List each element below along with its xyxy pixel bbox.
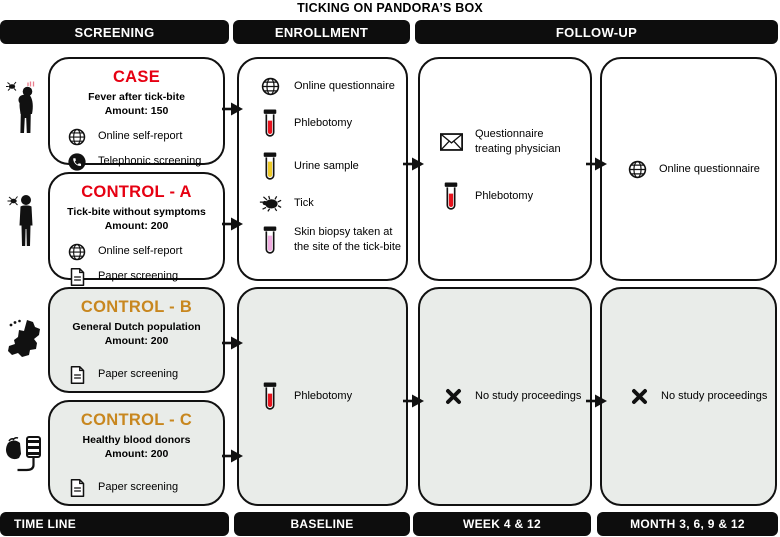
list-item: Online self-report [67, 128, 223, 146]
arrow-controlb-to-enrollment [222, 336, 243, 350]
netherlands-map-icon [8, 319, 40, 357]
blood-bag-icon [6, 436, 41, 472]
list-item: Phlebotomy [438, 182, 590, 211]
list-item: Online self-report [67, 243, 223, 261]
arrow-case-to-enrollment [222, 102, 243, 116]
person-fever-icon [6, 81, 35, 133]
header-screening: SCREENING [0, 20, 229, 44]
page-title: TICKING ON PANDORA’S BOX [297, 1, 483, 15]
globe-icon [67, 243, 87, 261]
list-item: No study proceedings [628, 388, 775, 405]
item-label: Paper screening [98, 368, 179, 381]
footer-baseline: BASELINE [234, 512, 410, 536]
tick-icon [257, 194, 283, 212]
item-label: No study proceedings [661, 390, 768, 403]
x-icon [628, 388, 650, 405]
footer-month: MONTH 3, 6, 9 & 12 [597, 512, 778, 536]
list-item: Paper screening [67, 267, 223, 286]
control-c-subtitle: Healthy blood donors [82, 434, 191, 446]
footer-week: WEEK 4 & 12 [413, 512, 591, 536]
control-c-amount: Amount: 200 [104, 447, 169, 460]
arrow-enrollment-to-week-controls [403, 394, 424, 408]
arrow-controla-to-enrollment [222, 217, 243, 231]
item-label: Online self-report [98, 245, 183, 258]
item-label: Skin biopsy taken at the site of the tic… [294, 226, 401, 254]
item-label: Telephonic screening [98, 155, 202, 168]
item-label: Online questionnaire [294, 80, 395, 93]
globe-icon [257, 77, 283, 96]
paper-icon [67, 365, 87, 384]
case-title: CASE [112, 68, 161, 86]
tube-red-icon [438, 182, 464, 211]
list-item: Phlebotomy [257, 382, 406, 411]
control-b-box: CONTROL - B General Dutch population Amo… [48, 287, 225, 393]
enrollment-cases-box: Online questionnaire Phlebotomy Urine sa… [237, 57, 408, 281]
control-b-amount: Amount: 200 [104, 334, 169, 347]
item-label: Questionnaire treating physician [475, 127, 561, 155]
item-label: Phlebotomy [294, 390, 353, 403]
list-item: Skin biopsy taken at the site of the tic… [257, 225, 402, 255]
item-label: Online self-report [98, 130, 183, 143]
arrow-controlc-to-enrollment [222, 449, 243, 463]
item-label: Tick [294, 196, 314, 209]
followup-week-cases-box: Questionnaire treating physician Phlebot… [418, 57, 592, 281]
control-b-subtitle: General Dutch population [72, 321, 201, 333]
arrow-week-to-month-controls [586, 394, 607, 408]
tube-red-icon [257, 109, 283, 138]
header-followup: FOLLOW-UP [415, 20, 778, 44]
followup-week-controls-box: No study proceedings [418, 287, 592, 506]
item-label: Phlebotomy [475, 190, 534, 203]
x-icon [442, 388, 464, 405]
footer-timeline: TIME LINE [0, 512, 229, 536]
paper-icon [67, 478, 87, 497]
list-item: Paper screening [67, 365, 223, 384]
item-label: Online questionnaire [659, 162, 760, 175]
control-b-title: CONTROL - B [80, 298, 193, 316]
item-label: Phlebotomy [294, 117, 353, 130]
item-label: Paper screening [98, 270, 179, 283]
list-item: Phlebotomy [257, 109, 402, 138]
paper-icon [67, 267, 87, 286]
globe-icon [626, 160, 648, 179]
person-icon [7, 195, 33, 246]
tube-red-icon [257, 382, 283, 411]
control-a-box: CONTROL - A Tick-bite without symptoms A… [48, 172, 225, 286]
control-a-subtitle: Tick-bite without symptoms [67, 206, 206, 218]
case-box: CASE Fever after tick-bite Amount: 150 O… [48, 57, 225, 171]
control-c-title: CONTROL - C [80, 411, 193, 429]
envelope-icon [438, 132, 464, 151]
arrow-week-to-month [586, 157, 607, 171]
list-item: Online questionnaire [626, 160, 775, 179]
list-item: Tick [257, 194, 402, 212]
phone-icon [67, 153, 87, 171]
followup-month-cases-box: Online questionnaire [600, 57, 777, 281]
case-subtitle: Fever after tick-bite [88, 91, 185, 103]
list-item: Telephonic screening [67, 153, 223, 171]
list-item: Urine sample [257, 152, 402, 181]
list-item: Paper screening [67, 478, 223, 497]
globe-icon [67, 128, 87, 146]
control-c-box: CONTROL - C Healthy blood donors Amount:… [48, 400, 225, 506]
item-label: No study proceedings [475, 390, 582, 403]
list-item: Questionnaire treating physician [438, 127, 590, 157]
arrow-enrollment-to-week [403, 157, 424, 171]
enrollment-controls-box: Phlebotomy [237, 287, 408, 506]
case-amount: Amount: 150 [104, 104, 169, 117]
header-enrollment: ENROLLMENT [233, 20, 410, 44]
list-item: No study proceedings [442, 388, 590, 405]
followup-month-controls-box: No study proceedings [600, 287, 777, 506]
control-a-amount: Amount: 200 [104, 219, 169, 232]
item-label: Urine sample [294, 159, 359, 172]
tube-yellow-icon [257, 152, 283, 181]
control-a-title: CONTROL - A [81, 183, 192, 201]
list-item: Online questionnaire [257, 77, 402, 96]
item-label: Paper screening [98, 481, 179, 494]
tube-pink-icon [257, 226, 283, 255]
